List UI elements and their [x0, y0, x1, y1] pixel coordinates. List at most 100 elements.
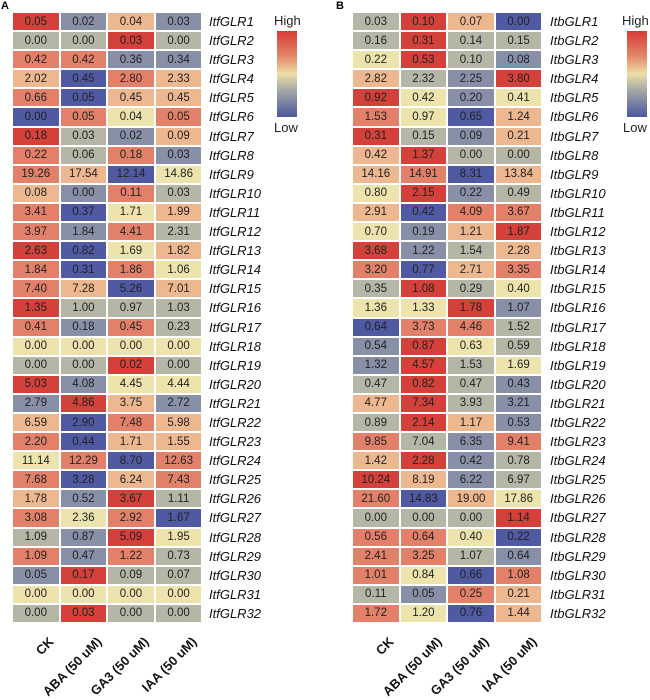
- gene-label: ItbGLR11: [550, 204, 605, 220]
- heatmap-cell: 1.71: [107, 202, 155, 223]
- gene-label: ItbGLR29: [550, 548, 606, 564]
- gene-label: ItfGLR28: [209, 529, 262, 545]
- heatmap-cell: 6.35: [447, 432, 495, 452]
- heatmap-cell: 0.09: [107, 565, 155, 585]
- heatmap-cell: 1.54: [447, 241, 495, 261]
- heatmap-cell: 0.04: [107, 107, 155, 127]
- heatmap-cell: 0.17: [59, 565, 108, 585]
- heatmap-cell: 0.78: [494, 451, 543, 471]
- heatmap-cell: 2.28: [399, 451, 448, 471]
- heatmap-cell: 0.08: [494, 50, 543, 70]
- heatmap-cell: 0.65: [447, 107, 495, 127]
- gene-label: ItbGLR31: [550, 586, 606, 602]
- heatmap-cell: 0.00: [154, 355, 203, 375]
- heatmap-cell: 0.41: [494, 88, 543, 108]
- heatmap-cell: 0.64: [352, 317, 400, 337]
- heatmap-cell: 3.25: [399, 546, 448, 566]
- heatmap-cell: 14.86: [154, 164, 203, 184]
- gene-label: ItfGLR26: [209, 491, 262, 507]
- heatmap-cell: 1.33: [399, 298, 448, 318]
- heatmap-cell: 1.21: [447, 222, 495, 242]
- heatmap-cell: 3.67: [494, 202, 543, 223]
- heatmap-cell: 1.14: [494, 508, 543, 528]
- heatmap-cell: 0.21: [494, 126, 543, 146]
- heatmap-cell: 0.92: [352, 88, 400, 108]
- heatmap-cell: 7.68: [12, 470, 60, 490]
- gene-label: ItbGLR22: [550, 414, 606, 430]
- gene-label: ItfGLR23: [209, 434, 262, 450]
- heatmap-cell: 2.14: [399, 412, 448, 433]
- heatmap-cell: 0.47: [352, 374, 400, 394]
- heatmap-cell: 1.06: [154, 260, 203, 280]
- gene-label: ItfGLR11: [209, 204, 261, 220]
- heatmap-cell: 0.03: [154, 183, 203, 203]
- heatmap-cell: 5.09: [107, 527, 155, 547]
- heatmap-cell: 1.53: [352, 107, 400, 127]
- heatmap-cell: 0.15: [399, 126, 448, 146]
- heatmap-cell: 0.40: [494, 279, 543, 299]
- gene-label: ItfGLR15: [209, 281, 262, 297]
- gene-label: ItfGLR4: [209, 71, 254, 87]
- heatmap-cell: 0.42: [447, 451, 495, 471]
- heatmap-cell: 0.37: [59, 202, 108, 223]
- heatmap-cell: 0.31: [352, 126, 400, 146]
- heatmap-cell: 1.69: [494, 355, 543, 375]
- heatmap-cell: 0.03: [154, 12, 203, 32]
- heatmap-cell: 1.87: [494, 222, 543, 242]
- heatmap-cell: 0.43: [494, 374, 543, 394]
- heatmap-cell: 0.34: [154, 50, 203, 70]
- heatmap-cell: 14.91: [399, 164, 448, 184]
- heatmap-cell: 3.73: [399, 317, 448, 337]
- heatmap-cell: 12.29: [59, 451, 108, 471]
- heatmap-cell: 4.09: [447, 202, 495, 223]
- heatmap-cell: 2.90: [59, 412, 108, 433]
- heatmap-cell: 0.56: [352, 527, 400, 547]
- heatmap-cell: 1.03: [154, 298, 203, 318]
- heatmap-cell: 6.24: [107, 470, 155, 490]
- gene-label: ItfGLR19: [209, 357, 262, 373]
- gene-label: ItbGLR5: [550, 90, 599, 106]
- heatmap-cell: 2.32: [399, 69, 448, 89]
- heatmap-cell: 0.00: [107, 584, 155, 604]
- heatmap-cell: 0.08: [12, 183, 60, 203]
- gene-label: ItbGLR21: [550, 395, 606, 411]
- heatmap-cell: 0.35: [352, 279, 400, 299]
- heatmap-cell: 0.53: [494, 412, 543, 433]
- heatmap-cell: 13.84: [494, 164, 543, 184]
- heatmap-cell: 0.07: [447, 12, 495, 32]
- heatmap-cell: 0.02: [107, 355, 155, 375]
- heatmap-cell: 0.05: [154, 107, 203, 127]
- heatmap-cell: 10.24: [352, 470, 400, 490]
- heatmap-cell: 0.00: [59, 355, 108, 375]
- heatmap-cell: 1.00: [59, 298, 108, 318]
- heatmap-cell: 0.40: [447, 527, 495, 547]
- heatmap-cell: 0.09: [447, 126, 495, 146]
- heatmap-cell: 0.11: [352, 584, 400, 604]
- heatmap-cell: 0.14: [447, 31, 495, 51]
- heatmap-cell: 1.07: [494, 298, 543, 318]
- heatmap-cell: 0.00: [12, 107, 60, 127]
- gene-label: ItfGLR31: [209, 586, 262, 602]
- heatmap-cell: 0.77: [399, 260, 448, 280]
- heatmap-cell: 14.16: [352, 164, 400, 184]
- heatmap-cell: 17.86: [494, 489, 543, 509]
- heatmap-cell: 19.00: [447, 489, 495, 509]
- heatmap-cell: 0.42: [59, 50, 108, 70]
- gene-label: ItbGLR9: [550, 166, 599, 182]
- heatmap-cell: 1.36: [352, 298, 400, 318]
- heatmap-cell: 0.16: [352, 31, 400, 51]
- heatmap-cell: 0.05: [59, 88, 108, 108]
- heatmap-cell: 0.00: [154, 336, 203, 356]
- gene-label: ItfGLR3: [209, 52, 254, 68]
- heatmap-b: 0.03 0.10 0.07 0.00 0.16 0.31 0.14 0.15 0.22 0.53…: [352, 12, 543, 623]
- heatmap-cell: 3.80: [494, 69, 543, 89]
- heatmap-cell: 0.73: [154, 546, 203, 566]
- heatmap-cell: 0.00: [12, 603, 60, 623]
- gene-label: ItfGLR20: [209, 376, 262, 392]
- heatmap-cell: 2.41: [352, 546, 400, 566]
- heatmap-cell: 3.28: [59, 470, 108, 490]
- heatmap-cell: 6.59: [12, 412, 60, 433]
- colorbar-a-high: High: [274, 13, 301, 28]
- gene-label: ItfGLR2: [209, 33, 254, 49]
- heatmap-cell: 3.08: [12, 508, 60, 528]
